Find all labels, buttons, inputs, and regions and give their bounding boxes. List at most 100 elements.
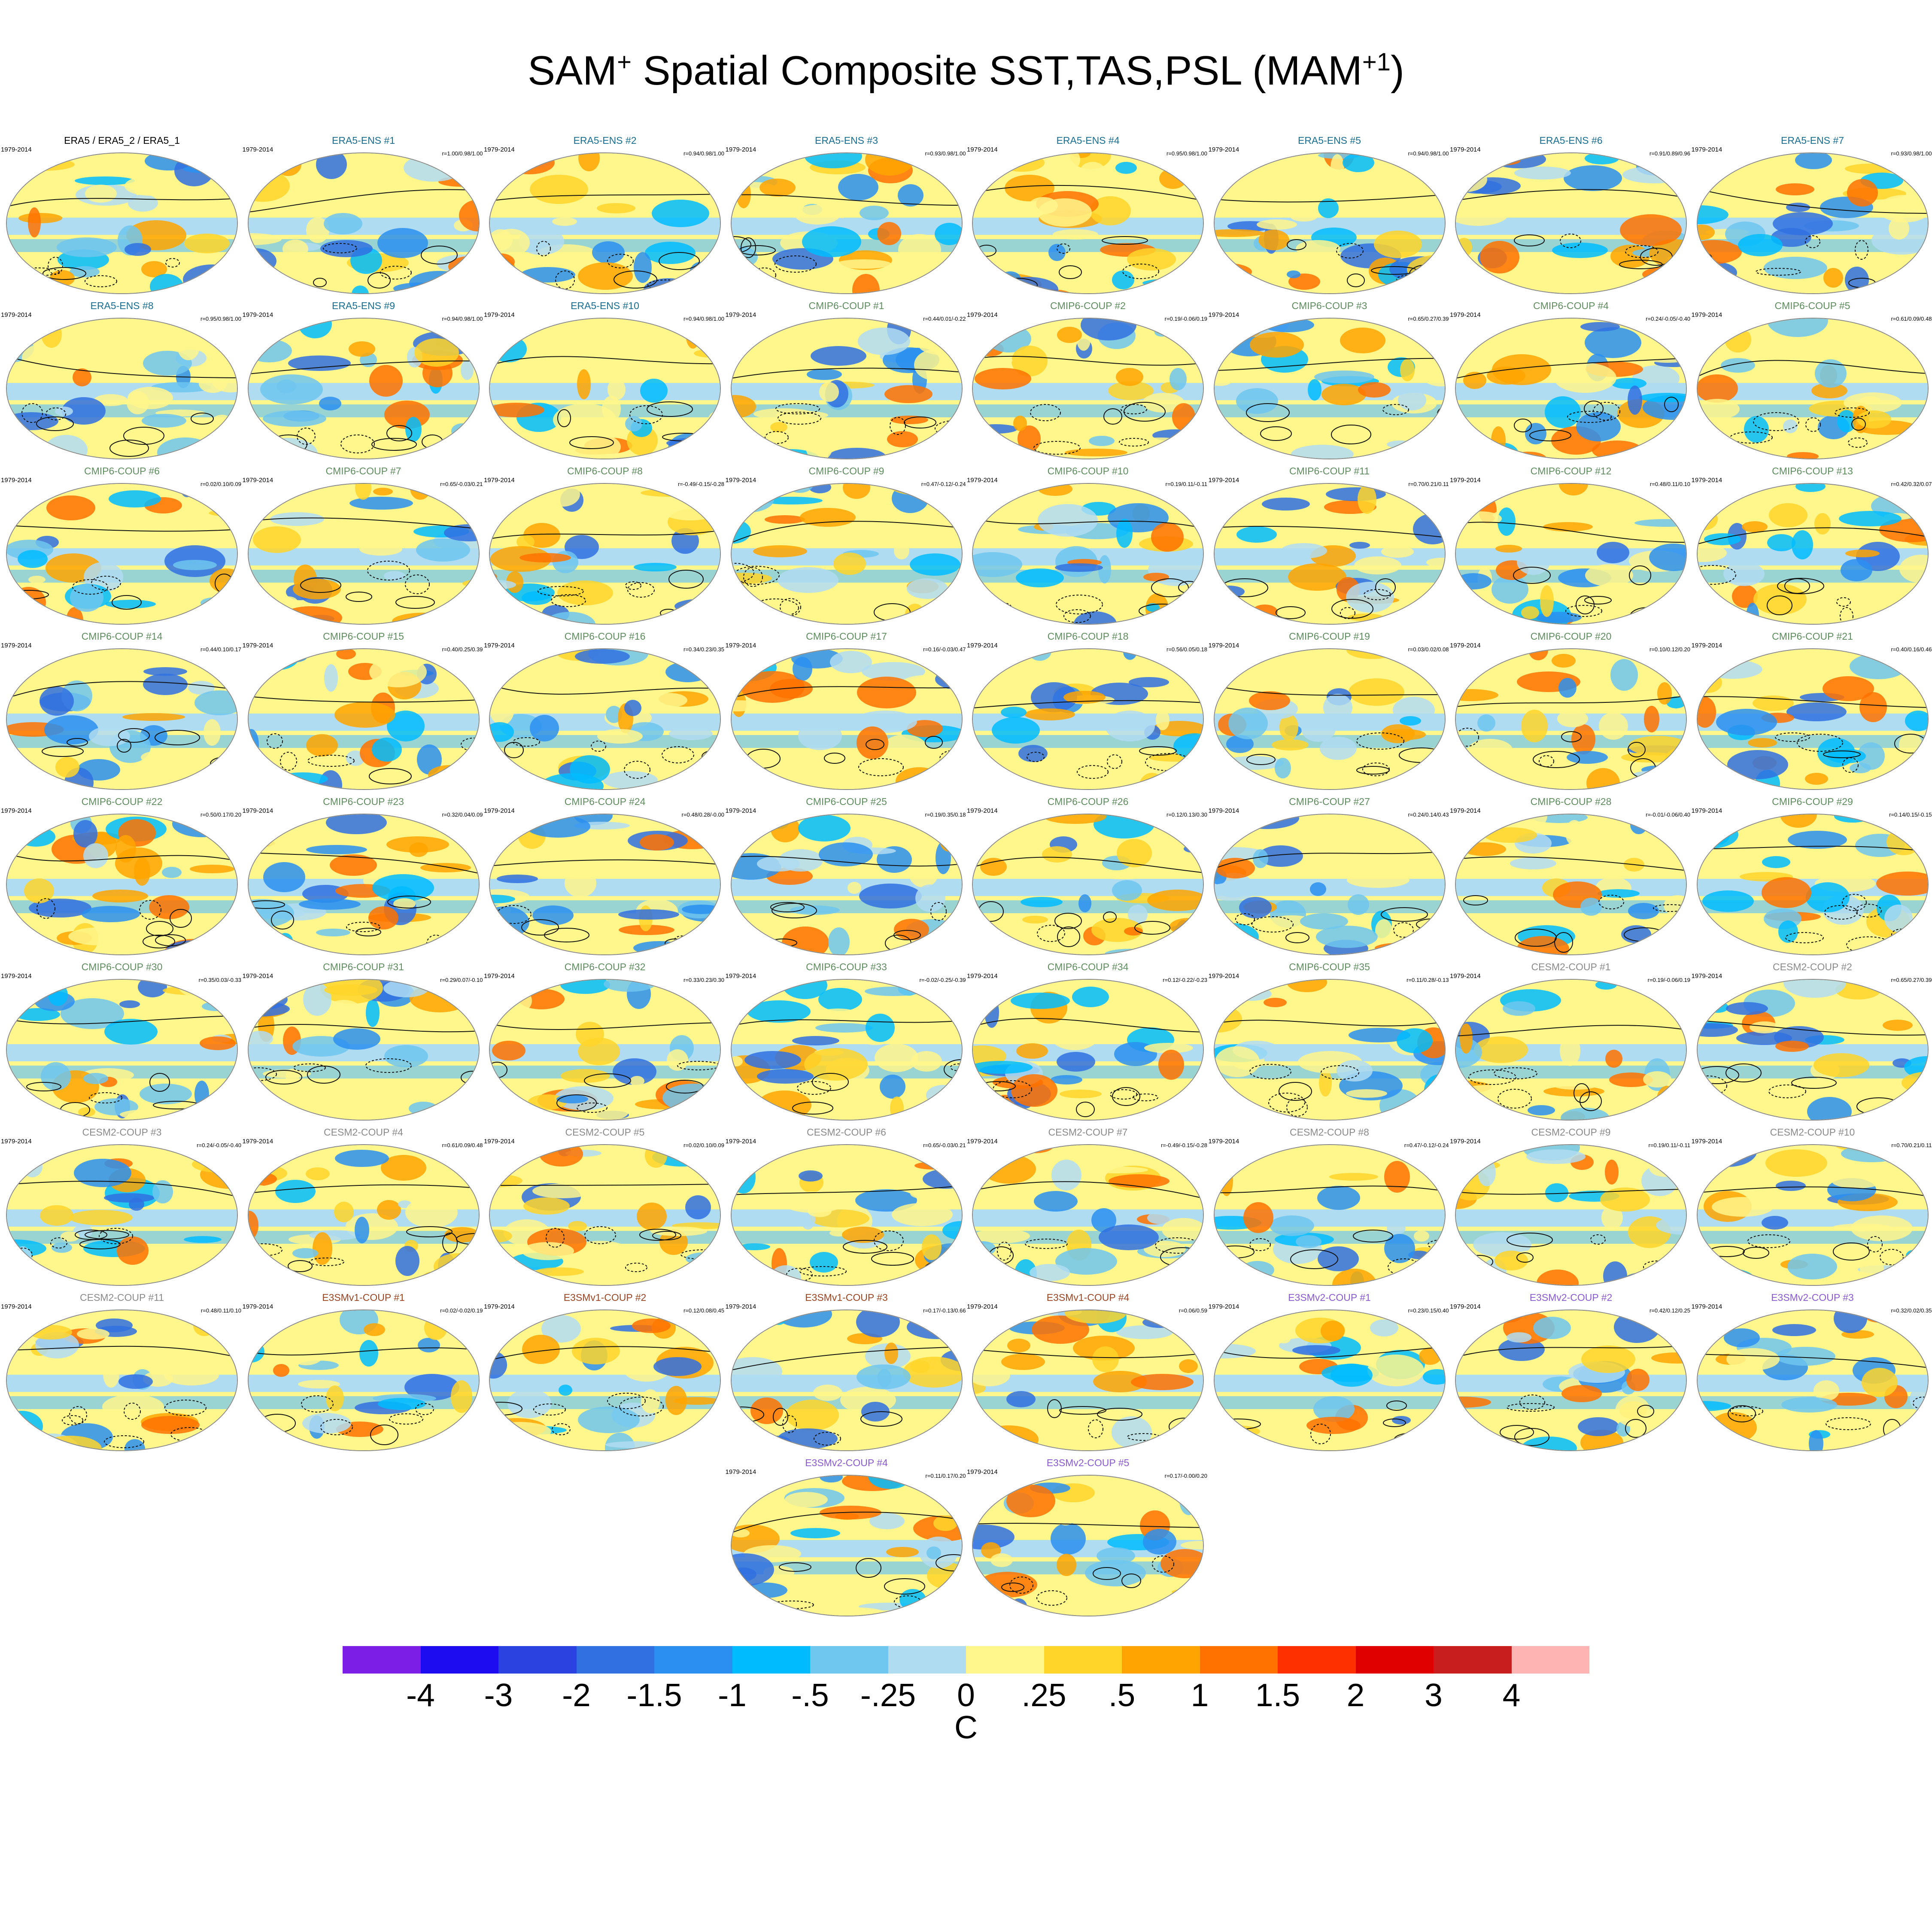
anomaly-patch <box>164 1365 219 1385</box>
anomaly-patch <box>1813 1053 1869 1077</box>
psl-contour <box>490 356 720 366</box>
psl-contour <box>1097 1408 1142 1421</box>
anomaly-patch <box>523 1197 570 1215</box>
psl-contour <box>1110 1089 1137 1100</box>
panel-title: E3SMv2-COUP #2 <box>1529 1292 1613 1303</box>
anomaly-patch <box>522 1242 574 1260</box>
psl-contour <box>1025 1239 1068 1249</box>
anomaly-patch <box>1074 611 1117 624</box>
anomaly-patch <box>303 983 331 1016</box>
colorbar-box <box>576 1646 654 1674</box>
anomaly-patch <box>1300 913 1348 930</box>
title-main: SAM <box>528 48 617 94</box>
panel-title: ERA5-ENS #6 <box>1539 135 1603 146</box>
anomaly-patch <box>395 1246 419 1276</box>
anomaly-patch <box>490 1198 524 1206</box>
anomaly-patch <box>142 414 186 428</box>
psl-contour <box>206 606 222 623</box>
panel-period: 1979-2014 <box>725 1468 756 1476</box>
psl-contour <box>1580 1091 1602 1111</box>
psl-contour <box>731 269 757 287</box>
panel-period: 1979-2014 <box>1450 146 1481 153</box>
anomaly-patch <box>973 764 1014 786</box>
psl-contour <box>490 530 720 539</box>
psl-contour <box>395 596 435 609</box>
anomaly-patch <box>1240 1261 1274 1279</box>
anomaly-patch <box>1214 373 1233 386</box>
psl-contour <box>490 1402 522 1416</box>
anomaly-patch <box>70 583 103 612</box>
psl-contour <box>1456 1345 1686 1358</box>
composite-map <box>730 648 963 790</box>
anomaly-patch <box>1561 1385 1602 1402</box>
panel-period: 1979-2014 <box>1450 1303 1481 1310</box>
anomaly-patch <box>781 1191 846 1213</box>
anomaly-patch <box>973 649 1009 667</box>
psl-contour <box>973 1181 1203 1199</box>
anomaly-patch <box>733 1318 758 1338</box>
psl-contour <box>1386 1400 1407 1411</box>
psl-contour <box>387 896 431 908</box>
anomaly-patch <box>1286 980 1327 992</box>
anomaly-patch <box>835 259 891 269</box>
anomaly-patch <box>424 1316 447 1340</box>
anomaly-patch <box>1909 1383 1928 1414</box>
composite-map <box>1213 318 1446 459</box>
anomaly-patch <box>1374 943 1425 953</box>
psl-contour <box>1516 1252 1534 1263</box>
anomaly-patch <box>157 437 214 459</box>
anomaly-patch <box>908 860 938 887</box>
colorbar-box <box>1434 1646 1512 1674</box>
anomaly-patch <box>1697 205 1728 224</box>
anomaly-patch <box>1783 980 1846 998</box>
panel-title: ERA5-ENS #3 <box>814 135 878 146</box>
anomaly-patch <box>1491 426 1506 455</box>
psl-contour <box>980 1081 1016 1091</box>
anomaly-patch <box>1725 1002 1768 1015</box>
title-sup-season: +1 <box>1362 48 1391 76</box>
anomaly-patch <box>1492 354 1551 385</box>
composite-map <box>730 1475 963 1616</box>
anomaly-patch <box>492 1041 526 1060</box>
psl-contour <box>1894 734 1927 753</box>
anomaly-patch <box>1276 1335 1291 1343</box>
anomaly-patch <box>1314 371 1374 383</box>
psl-contour <box>1076 1102 1095 1117</box>
anomaly-patch <box>1872 1272 1889 1283</box>
panel-period: 1979-2014 <box>967 1138 998 1145</box>
anomaly-patch <box>978 1572 1037 1598</box>
psl-contour <box>1908 275 1928 285</box>
anomaly-patch <box>1271 739 1309 750</box>
composite-map <box>489 152 721 294</box>
anomaly-patch <box>1065 1310 1127 1324</box>
anomaly-patch <box>210 568 237 593</box>
anomaly-patch <box>640 834 674 851</box>
anomaly-patch <box>975 424 1018 434</box>
anomaly-patch <box>1092 1346 1119 1372</box>
anomaly-patch <box>602 396 621 422</box>
anomaly-patch <box>1156 710 1170 730</box>
anomaly-patch <box>537 853 555 873</box>
anomaly-patch <box>828 927 850 954</box>
colorbar-tick-label: .5 <box>1108 1677 1136 1713</box>
psl-contour <box>924 736 943 749</box>
anomaly-patch <box>630 1076 644 1086</box>
anomaly-patch <box>1888 217 1909 240</box>
anomaly-patch <box>674 599 720 614</box>
anomaly-patch <box>1215 858 1255 878</box>
anomaly-patch <box>1295 240 1340 257</box>
panel-title: CMIP6-COUP #35 <box>1289 961 1370 972</box>
anomaly-patch <box>1697 436 1716 456</box>
panel-title: CMIP6-COUP #32 <box>564 961 646 972</box>
anomaly-patch <box>973 1061 1033 1074</box>
composite-map <box>972 152 1204 294</box>
anomaly-patch <box>1285 1100 1350 1116</box>
anomaly-patch <box>254 649 300 670</box>
panel-period: 1979-2014 <box>967 807 998 814</box>
anomaly-patch <box>1258 1310 1279 1326</box>
anomaly-patch <box>1605 1050 1622 1068</box>
panel-title: CMIP6-COUP #31 <box>323 961 404 972</box>
anomaly-patch <box>1091 1208 1116 1232</box>
psl-contour <box>752 267 776 283</box>
